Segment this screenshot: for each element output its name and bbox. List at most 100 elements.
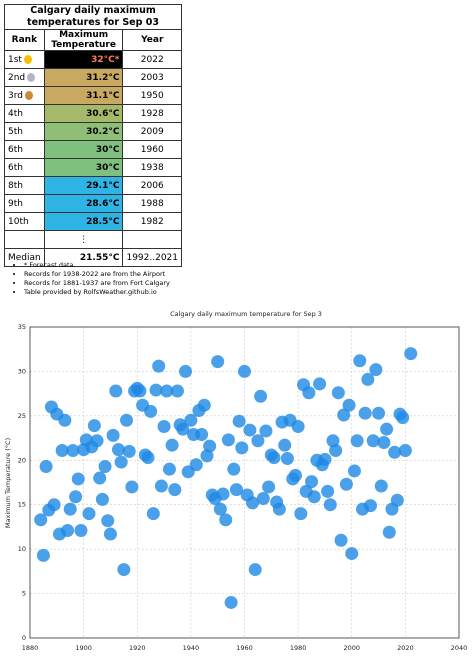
rank: 8th: [8, 180, 23, 191]
point: [74, 523, 88, 537]
rank-cell: 10th: [4, 212, 45, 231]
empty-cell: [4, 230, 45, 249]
table-row: ⋮: [4, 230, 182, 249]
point: [179, 364, 193, 378]
point: [259, 424, 273, 438]
point: [117, 563, 131, 577]
header: Year: [122, 29, 182, 51]
point: [361, 372, 375, 386]
rank-cell: 4th: [4, 104, 45, 123]
point: [149, 383, 163, 397]
temperature: 30.2°C: [43, 122, 124, 141]
note: * Forecast data: [24, 261, 170, 270]
point: [390, 493, 404, 507]
point: [369, 363, 383, 377]
point: [243, 423, 257, 437]
point: [61, 523, 75, 537]
point: [256, 491, 270, 505]
chart: Calgary daily maximum temperature for Se…: [4, 310, 467, 652]
point: [122, 444, 136, 458]
point: [144, 404, 158, 418]
temperature: 32°C*: [43, 50, 124, 69]
point: [366, 434, 380, 448]
header: Maximum Temperature: [43, 29, 124, 51]
rank: 6th: [8, 162, 23, 173]
header: Rank: [4, 29, 45, 51]
point: [307, 490, 321, 504]
temperature: 28.6°C: [43, 194, 124, 213]
temperature: 28.5°C: [43, 212, 124, 231]
point: [197, 398, 211, 412]
point: [170, 384, 184, 398]
temperature: 30°C: [43, 140, 124, 159]
rank: 9th: [8, 198, 23, 209]
point: [162, 462, 176, 476]
point: [221, 433, 235, 447]
point: [103, 527, 117, 541]
y-tick-label: 5: [22, 590, 26, 598]
table-row: 3rd 31.1°C 1950: [4, 86, 182, 105]
point: [318, 452, 332, 466]
point: [87, 419, 101, 433]
chart-title: Calgary daily maximum temperature for Se…: [170, 310, 322, 318]
point: [213, 502, 227, 516]
y-tick-label: 10: [18, 545, 26, 553]
rank-cell: 3rd: [4, 86, 45, 105]
point: [224, 595, 238, 609]
point: [189, 458, 203, 472]
medal-icon: [24, 90, 33, 100]
point: [388, 445, 402, 459]
y-tick-label: 35: [18, 323, 26, 331]
point: [313, 377, 327, 391]
table-title: Calgary daily maximum temperatures for S…: [4, 4, 182, 30]
point: [232, 414, 246, 428]
rank-cell: 6th: [4, 140, 45, 159]
point: [95, 492, 109, 506]
point: [404, 347, 418, 361]
point: [272, 502, 286, 516]
point: [246, 496, 260, 510]
table-row: 6th 30°C 1938: [4, 158, 182, 177]
x-tick-label: 2020: [397, 644, 414, 652]
point: [380, 422, 394, 436]
year: 1938: [122, 158, 182, 177]
table-row: 9th 28.6°C 1988: [4, 194, 182, 213]
point: [372, 406, 386, 420]
x-tick-label: 1920: [129, 644, 146, 652]
table-row: 1st 32°C* 2022: [4, 50, 182, 69]
point: [133, 384, 147, 398]
temperature: 30.6°C: [43, 104, 124, 123]
y-tick-label: 0: [22, 634, 26, 642]
point: [93, 471, 107, 485]
point: [157, 420, 171, 434]
point: [280, 452, 294, 466]
x-tick-label: 1980: [290, 644, 307, 652]
point: [323, 498, 337, 512]
records-table: Calgary daily maximum temperatures for S…: [4, 4, 182, 267]
year: 2003: [122, 68, 182, 87]
year: 1960: [122, 140, 182, 159]
median-row: Median 21.55°C 1992..2021: [4, 248, 182, 267]
median-years: 1992..2021: [122, 248, 182, 267]
rank-cell: 5th: [4, 122, 45, 141]
rank: 2nd: [8, 72, 26, 83]
point: [106, 428, 120, 442]
note: Table provided by RolfsWeather.github.io: [24, 288, 170, 297]
year: 1982: [122, 212, 182, 231]
rank: 4th: [8, 108, 23, 119]
point: [251, 434, 265, 448]
point: [111, 443, 125, 457]
rank: 6th: [8, 144, 23, 155]
point: [294, 507, 308, 521]
x-tick-label: 1900: [75, 644, 92, 652]
rank: 10th: [8, 216, 29, 227]
point: [238, 364, 251, 378]
x-tick-label: 1940: [183, 644, 200, 652]
point: [160, 384, 174, 398]
point: [82, 507, 96, 521]
point: [203, 439, 217, 453]
point: [398, 444, 412, 458]
rank-cell: 8th: [4, 176, 45, 195]
point: [262, 480, 276, 494]
